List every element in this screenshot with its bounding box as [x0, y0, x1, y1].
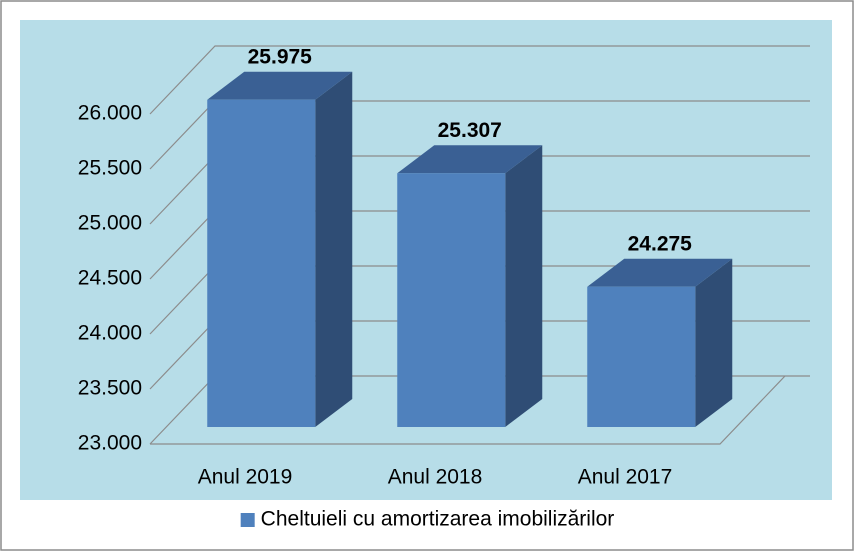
- legend-label: Cheltuieli cu amortizarea imobilizărilor: [261, 508, 615, 531]
- bar: [587, 286, 696, 427]
- bar-side: [315, 71, 353, 427]
- floor: [150, 375, 786, 445]
- y-tick-label: 24.000: [78, 322, 142, 345]
- y-tick-label: 26.000: [78, 102, 142, 125]
- x-tick-label: Anul 2017: [578, 466, 673, 489]
- bar-top: [207, 71, 353, 100]
- x-tick-label: Anul 2018: [388, 466, 483, 489]
- bar-top: [397, 145, 543, 174]
- y-tick-label: 23.000: [78, 432, 142, 455]
- x-tick-label: Anul 2019: [198, 466, 293, 489]
- bar: [397, 173, 506, 427]
- grid-line: [149, 45, 810, 115]
- legend-swatch: [240, 513, 255, 527]
- y-tick-label: 25.000: [78, 212, 142, 235]
- bar: [207, 99, 316, 427]
- data-label: 24.275: [628, 232, 693, 255]
- bar-side: [505, 145, 543, 428]
- y-tick-label: 23.500: [78, 377, 142, 400]
- bar-side: [695, 258, 733, 427]
- y-tick-label: 25.500: [78, 157, 142, 180]
- data-label: 25.307: [438, 119, 502, 142]
- bar-top: [587, 258, 733, 287]
- y-tick-label: 24.500: [78, 267, 142, 290]
- data-label: 25.975: [248, 45, 313, 68]
